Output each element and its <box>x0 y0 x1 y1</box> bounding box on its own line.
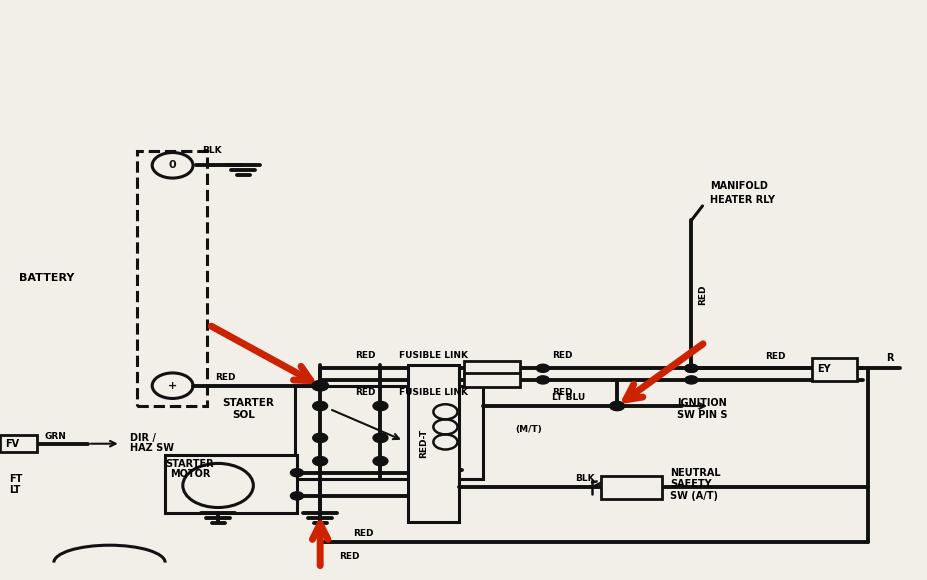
Text: MOTOR: MOTOR <box>170 469 210 479</box>
Text: 0: 0 <box>169 160 176 171</box>
Circle shape <box>312 401 327 411</box>
Text: (M/T): (M/T) <box>514 425 541 434</box>
Text: SAFETY: SAFETY <box>669 479 711 490</box>
Text: RED: RED <box>552 351 572 360</box>
Circle shape <box>609 401 624 411</box>
Bar <box>408 365 459 522</box>
Text: RED: RED <box>215 372 235 382</box>
Text: BLK: BLK <box>575 474 594 483</box>
Circle shape <box>684 376 697 384</box>
Text: FV: FV <box>5 438 19 449</box>
Text: IGNITION: IGNITION <box>677 398 727 408</box>
Bar <box>601 476 661 499</box>
Circle shape <box>312 456 327 466</box>
Bar <box>811 358 856 381</box>
Circle shape <box>536 364 549 372</box>
Text: MANIFOLD: MANIFOLD <box>709 180 767 191</box>
Text: BATTERY: BATTERY <box>19 273 74 284</box>
Circle shape <box>610 402 623 410</box>
Text: FT: FT <box>9 473 22 484</box>
Text: R: R <box>885 353 893 363</box>
Text: LT: LT <box>9 485 20 495</box>
Bar <box>464 361 519 375</box>
Bar <box>0 435 37 452</box>
Text: +: + <box>168 380 177 391</box>
Text: SW PIN S: SW PIN S <box>677 409 727 420</box>
Text: EY: EY <box>817 364 831 375</box>
Circle shape <box>684 364 697 372</box>
Bar <box>295 386 482 478</box>
Text: SW (A/T): SW (A/T) <box>669 491 717 501</box>
Circle shape <box>290 469 303 477</box>
Circle shape <box>312 433 327 443</box>
Text: RED: RED <box>352 529 373 538</box>
Text: GRN: GRN <box>44 432 67 441</box>
Text: SOL: SOL <box>232 409 255 420</box>
Text: RED: RED <box>552 388 572 397</box>
Text: RED: RED <box>338 552 359 561</box>
Text: DIR /: DIR / <box>130 433 156 443</box>
Text: RED: RED <box>765 352 785 361</box>
Circle shape <box>312 381 327 390</box>
Text: LT BLU: LT BLU <box>552 393 585 402</box>
Text: STARTER: STARTER <box>165 459 213 469</box>
Text: FUSIBLE LINK: FUSIBLE LINK <box>399 388 467 397</box>
Circle shape <box>373 401 387 411</box>
Text: HAZ SW: HAZ SW <box>130 443 173 453</box>
Text: FUSIBLE LINK: FUSIBLE LINK <box>399 351 467 360</box>
Circle shape <box>373 456 387 466</box>
Circle shape <box>290 492 303 500</box>
Text: RED-T: RED-T <box>419 429 428 458</box>
Text: HEATER RLY: HEATER RLY <box>709 195 774 205</box>
Text: RED: RED <box>355 351 375 360</box>
Circle shape <box>311 380 328 391</box>
Circle shape <box>536 376 549 384</box>
Circle shape <box>684 364 697 372</box>
Text: RED: RED <box>697 284 706 304</box>
Text: STARTER: STARTER <box>222 398 274 408</box>
Bar <box>464 373 519 387</box>
Text: RED: RED <box>355 388 375 397</box>
Text: BLK: BLK <box>202 146 222 155</box>
Bar <box>165 455 297 513</box>
Circle shape <box>373 433 387 443</box>
Text: NEUTRAL: NEUTRAL <box>669 467 720 478</box>
